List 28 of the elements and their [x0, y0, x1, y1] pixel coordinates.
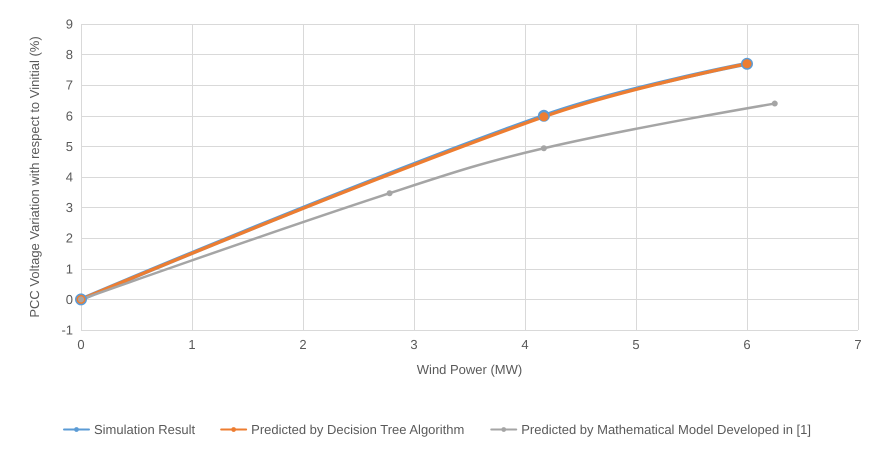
x-tick-label: 2	[299, 337, 307, 352]
x-tick-label: 5	[632, 337, 640, 352]
x-tick-label: 3	[410, 337, 418, 352]
y-tick-label: 8	[66, 47, 73, 62]
y-tick-label: -1	[61, 322, 73, 338]
y-tick-label: 1	[66, 261, 73, 276]
legend-label: Predicted by Mathematical Model Developed in [1]	[521, 422, 812, 437]
x-tick-label: 4	[521, 337, 529, 352]
legend-label: Predicted by Decision Tree Algorithm	[251, 422, 464, 437]
y-tick-label: 7	[66, 78, 73, 93]
y-tick-label: 4	[66, 170, 73, 184]
legend-label: Simulation Result	[94, 422, 196, 437]
y-tick-label: 9	[66, 16, 73, 32]
point	[539, 112, 548, 122]
x-axis-title: Wind Power (MW)	[416, 362, 522, 377]
y-tick-label: 5	[66, 138, 73, 154]
y-tick-label: 6	[66, 108, 73, 124]
x-tick-label: 0	[77, 337, 85, 352]
y-tick-label: 2	[66, 230, 73, 246]
point	[772, 100, 778, 107]
point	[540, 145, 547, 152]
y-tick-label: 3	[66, 200, 73, 216]
x-tick-label: 6	[743, 337, 751, 352]
y-axis-title: PCC Voltage Variation with respect to Vinitial (%)	[27, 36, 42, 318]
x-tick-label: 7	[854, 337, 862, 352]
x-tick-label: 1	[188, 337, 196, 352]
y-tick-label: 0	[66, 292, 73, 307]
point	[386, 190, 393, 196]
